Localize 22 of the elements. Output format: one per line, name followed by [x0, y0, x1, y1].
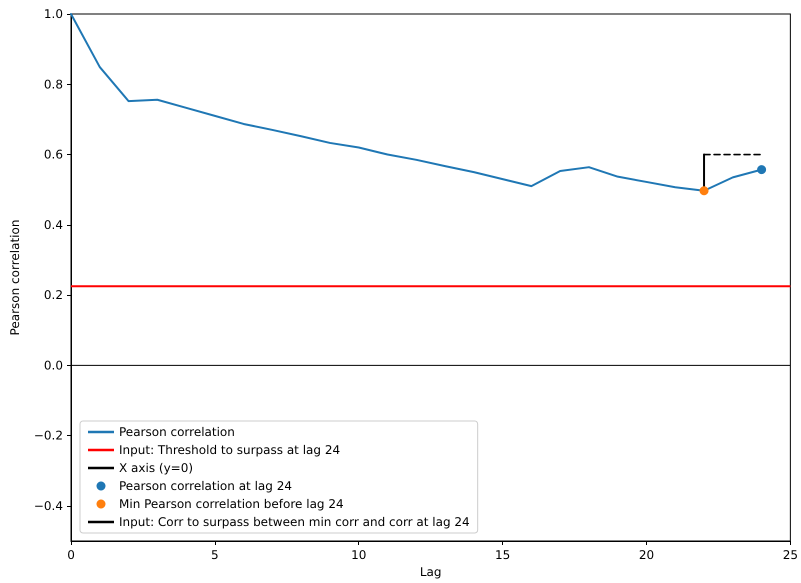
legend-label: Input: Corr to surpass between min corr and corr at lag 24 — [119, 515, 470, 529]
legend-label: Input: Threshold to surpass at lag 24 — [119, 443, 340, 457]
y-tick-label: 0.6 — [44, 148, 63, 162]
y-tick-label: −0.4 — [34, 498, 63, 513]
y-tick-label: 0.8 — [44, 77, 63, 92]
y-tick-label: 0.2 — [44, 288, 63, 302]
y-tick-label: 0.4 — [44, 218, 63, 232]
legend-label: Pearson correlation — [119, 425, 235, 439]
x-tick-label: 0 — [67, 548, 75, 562]
x-tick-label: 20 — [638, 548, 654, 562]
x-tick-label: 15 — [494, 548, 510, 562]
y-tick-label: −0.2 — [34, 428, 63, 443]
legend-label: Min Pearson correlation before lag 24 — [119, 497, 344, 511]
y-axis-title: Pearson correlation — [8, 220, 22, 336]
y-tick-label: 0.0 — [44, 358, 63, 372]
legend-label: X axis (y=0) — [119, 461, 194, 475]
y-tick-label: 1.0 — [44, 7, 63, 21]
x-tick-label: 25 — [782, 548, 798, 562]
x-axis-title: Lag — [420, 564, 442, 579]
legend-label: Pearson correlation at lag 24 — [119, 479, 292, 493]
x-tick-label: 5 — [211, 548, 219, 562]
x-tick-label: 10 — [351, 548, 366, 562]
